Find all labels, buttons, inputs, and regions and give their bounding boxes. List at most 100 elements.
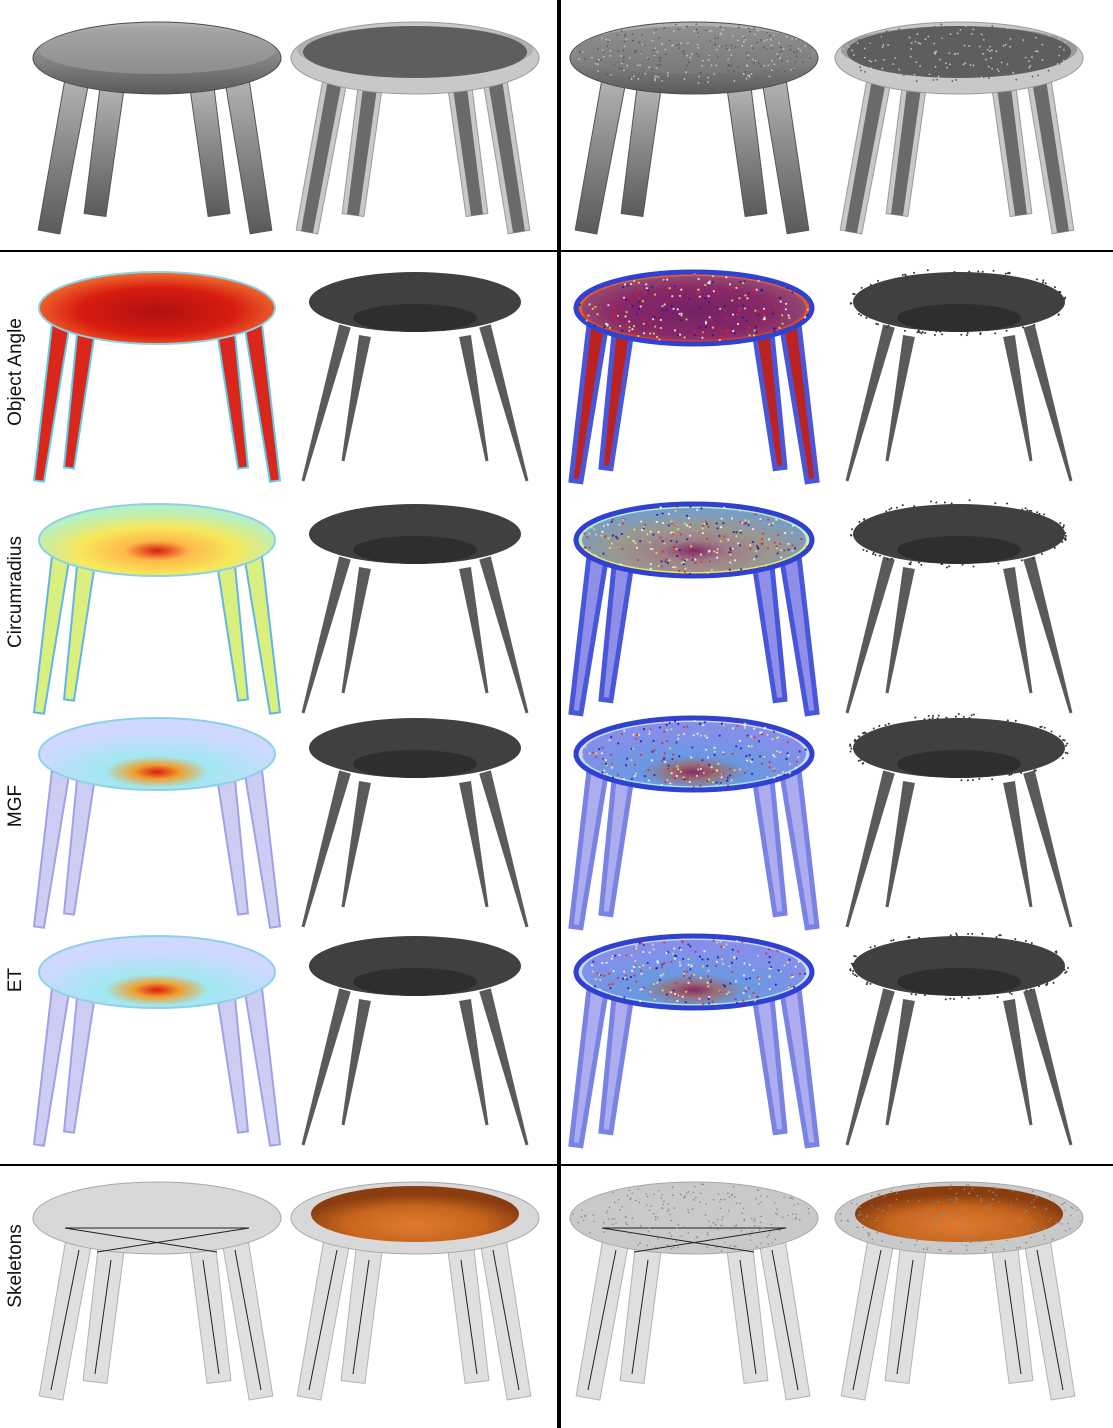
noise-speck [889, 508, 891, 510]
noise-speck [1051, 54, 1053, 56]
noise-speck [670, 1220, 672, 1222]
stool-leg [84, 86, 124, 216]
noise-speck [743, 41, 745, 43]
noise-speck [876, 1232, 878, 1234]
noise-speck [606, 772, 608, 774]
noise-speck [681, 940, 683, 942]
noise-speck [659, 64, 661, 66]
noise-speck [690, 965, 692, 967]
noise-speck [655, 1219, 657, 1221]
noise-speck [716, 527, 718, 529]
noise-speck [629, 989, 631, 991]
noise-speck [950, 934, 952, 936]
noise-speck [698, 55, 700, 57]
noise-speck [978, 1241, 980, 1243]
noise-speck [688, 1232, 690, 1234]
heat-leg [216, 555, 248, 701]
noise-speck [653, 774, 655, 776]
noise-speck [926, 1249, 928, 1251]
noise-speck [729, 49, 731, 51]
noise-speck [661, 963, 663, 965]
noise-speck [1060, 1204, 1062, 1206]
noise-speck [763, 318, 765, 320]
noise-speck [1025, 507, 1027, 509]
noise-speck [852, 973, 854, 975]
noise-speck [1006, 502, 1008, 504]
noise-speck [937, 717, 939, 719]
noise-speck [684, 571, 686, 573]
noise-speck [686, 970, 688, 972]
panel-skeleton-clean-curve [28, 1170, 286, 1420]
noise-speck [653, 749, 655, 751]
noise-speck [717, 56, 719, 58]
noise-speck [777, 552, 779, 554]
noise-speck [1008, 272, 1010, 274]
noise-speck [730, 1228, 732, 1230]
noise-speck [630, 1199, 632, 1201]
noise-speck [852, 965, 854, 967]
noise-speck [894, 57, 896, 59]
noise-speck [916, 33, 918, 35]
noise-speck [754, 309, 756, 311]
noise-speck [658, 76, 660, 78]
noise-speck [778, 327, 780, 329]
noise-speck [886, 326, 888, 328]
noise-speck [760, 731, 762, 733]
noise-speck [763, 46, 765, 48]
noise-speck [633, 325, 635, 327]
noise-speck [626, 758, 628, 760]
noise-speck [712, 281, 714, 283]
noise-speck [1000, 1221, 1002, 1223]
noise-speck [753, 28, 755, 30]
noise-speck [753, 334, 755, 336]
noise-speck [916, 331, 918, 333]
noise-speck [729, 774, 731, 776]
noise-speck [745, 978, 747, 980]
noise-speck [955, 1197, 957, 1199]
noise-speck [660, 975, 662, 977]
noise-speck [661, 512, 663, 514]
noise-speck [672, 953, 674, 955]
noise-speck [929, 34, 931, 36]
noise-speck [1009, 1231, 1011, 1233]
noise-speck [841, 1220, 843, 1222]
noise-speck [856, 975, 858, 977]
noise-speck [769, 975, 771, 977]
noise-speck [730, 551, 732, 553]
noise-speck [1010, 1205, 1012, 1207]
noise-speck [717, 1228, 719, 1230]
noise-speck [1041, 726, 1043, 728]
noise-speck [765, 564, 767, 566]
noise-speck [971, 714, 973, 716]
noise-speck [721, 518, 723, 520]
noise-speck [799, 973, 801, 975]
noise-speck [594, 306, 596, 308]
noise-speck [589, 752, 591, 754]
noise-speck [619, 67, 621, 69]
noise-speck [607, 1210, 609, 1212]
noise-speck [706, 538, 708, 540]
noise-speck [649, 332, 651, 334]
noise-speck [584, 1215, 586, 1217]
noise-speck [684, 560, 686, 562]
noise-speck [877, 323, 879, 325]
noise-speck [642, 986, 644, 988]
noise-speck [632, 1217, 634, 1219]
noise-speck [1065, 745, 1067, 747]
noise-speck [739, 544, 741, 546]
noise-speck [747, 54, 749, 56]
noise-speck [675, 24, 677, 26]
noise-speck [584, 745, 586, 747]
noise-speck [651, 1205, 653, 1207]
noise-speck [773, 324, 775, 326]
noise-speck [638, 42, 640, 44]
noise-speck [911, 993, 913, 995]
noise-speck [706, 523, 708, 525]
panel-et-clean-result-graphic [286, 920, 544, 1150]
noise-speck [781, 314, 783, 316]
noise-speck [617, 50, 619, 52]
noise-speck [896, 1199, 898, 1201]
noise-speck [1016, 1198, 1018, 1200]
noise-speck [732, 727, 734, 729]
noise-speck [949, 998, 951, 1000]
